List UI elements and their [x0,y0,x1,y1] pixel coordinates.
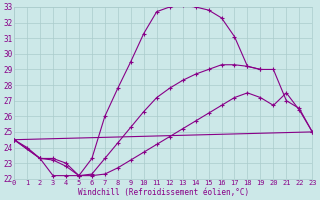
X-axis label: Windchill (Refroidissement éolien,°C): Windchill (Refroidissement éolien,°C) [78,188,249,197]
